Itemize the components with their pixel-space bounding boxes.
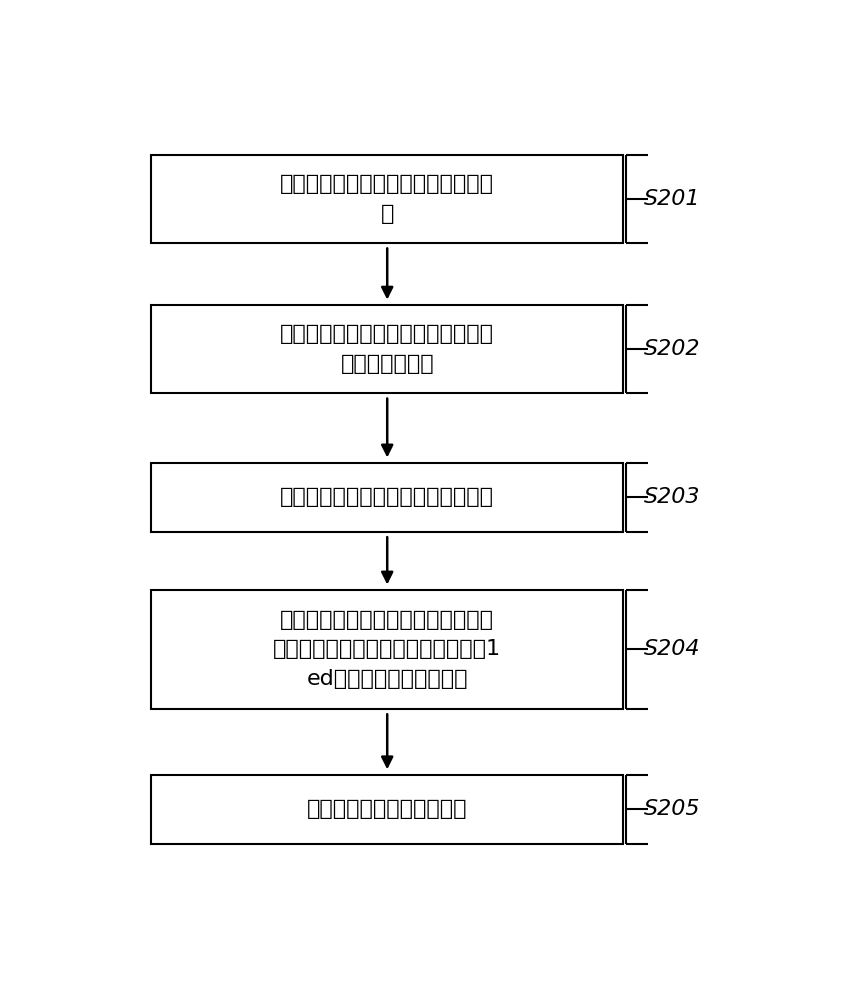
Text: S204: S204: [643, 639, 700, 659]
Text: 对每次滑动窗口遍历后的二维图像区
域进行特征提取: 对每次滑动窗口遍历后的二维图像区 域进行特征提取: [280, 324, 494, 374]
Text: 利用分类器对提取到的特征进行分类: 利用分类器对提取到的特征进行分类: [280, 487, 494, 507]
Bar: [151, 305, 622, 393]
Text: 利用滑动窗口策略对二维图像进行遍
历: 利用滑动窗口策略对二维图像进行遍 历: [280, 174, 494, 224]
Text: 对分割错误的图像进行过滤: 对分割错误的图像进行过滤: [306, 799, 467, 819]
Bar: [151, 155, 622, 243]
Text: S203: S203: [643, 487, 700, 507]
Text: S201: S201: [643, 189, 700, 209]
Text: S205: S205: [643, 799, 700, 819]
Bar: [151, 774, 622, 844]
Bar: [151, 590, 622, 709]
Text: 针对分类结果中包含手柄控制器的区
域，利用阈值分割方法计算得到每个1
ed灯在二维图像中的成像: 针对分类结果中包含手柄控制器的区 域，利用阈值分割方法计算得到每个1 ed灯在二…: [273, 610, 500, 689]
Text: S202: S202: [643, 339, 700, 359]
Bar: [151, 463, 622, 532]
